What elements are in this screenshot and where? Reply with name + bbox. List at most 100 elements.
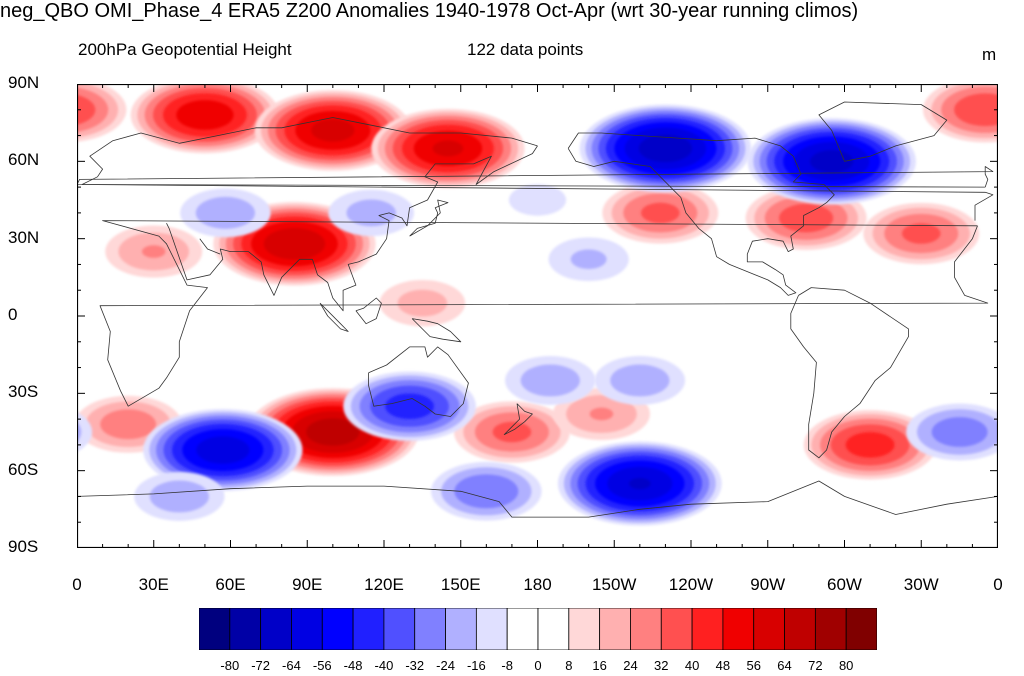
anomaly-contour-22 [931, 417, 988, 447]
colorbar-tick-label: 16 [592, 658, 607, 673]
lat-label: 30N [8, 227, 40, 247]
colorbar-swatch [845, 608, 877, 650]
coastline-12 [790, 287, 909, 459]
lon-label: 180 [523, 575, 552, 594]
colorbar-swatch [753, 608, 785, 650]
colorbar-tick-label: 56 [746, 658, 761, 673]
plot-title: neg_QBO OMI_Phase_4 ERA5 Z200 Anomalies … [0, 0, 859, 22]
anomaly-contour-21 [149, 480, 209, 513]
colorbar-tick-label: -8 [501, 658, 513, 673]
lon-label: 120W [668, 575, 714, 594]
colorbar-swatch [568, 608, 601, 650]
anomaly-contour-10 [845, 432, 895, 458]
anomaly-contour-23 [195, 196, 255, 229]
anomaly-contour-1 [311, 119, 355, 142]
colorbar-swatch [352, 608, 385, 650]
lat-label: 60S [8, 459, 39, 479]
coastline-4 [409, 199, 449, 237]
colorbar-tick-label: -32 [405, 658, 425, 673]
anomaly-contour-8 [492, 421, 532, 443]
colorbar-tick-label: -72 [251, 658, 271, 673]
lon-label: 90W [750, 575, 786, 594]
anomaly-contour-5 [141, 245, 166, 258]
coastline-8 [319, 302, 349, 332]
colorbar-swatch [784, 608, 816, 650]
anomaly-contour-0 [176, 100, 234, 130]
lon-label: 150E [440, 575, 481, 594]
anomaly-contour-22 [77, 412, 93, 452]
lon-label: 150W [592, 575, 637, 594]
coastline-11 [818, 101, 948, 162]
anomaly-contour-26 [570, 249, 607, 270]
anomaly-contour-17 [196, 436, 250, 464]
lon-label: 120E [364, 575, 404, 594]
colorbar-swatch [229, 608, 262, 650]
contour-fill-layer [77, 84, 998, 526]
lat-label: 30S [8, 382, 39, 402]
colorbar-tick-label: 64 [777, 658, 792, 673]
anomaly-contour-3 [77, 94, 96, 125]
lat-label: 90N [8, 73, 40, 92]
lon-label: 60W [827, 575, 862, 594]
colorbar-tick-label: -56 [312, 658, 332, 673]
colorbar-swatch [291, 608, 323, 650]
colorbar-swatch [660, 608, 693, 650]
anomaly-contour-24 [346, 199, 396, 227]
lon-label: 30W [903, 575, 939, 594]
anomaly-contour-16 [809, 150, 854, 173]
colorbar-swatch [630, 608, 662, 650]
lon-label: 90E [292, 575, 323, 594]
tick-marks [77, 84, 998, 548]
anomaly-contour-4 [263, 228, 326, 260]
colorbar-swatch [537, 608, 570, 650]
colorbar-swatch [722, 608, 755, 650]
colorbar-swatch [383, 608, 416, 650]
anomaly-contour-7 [100, 409, 157, 440]
anomaly-contour-20 [454, 474, 519, 509]
colorbar-swatch [691, 608, 724, 650]
anomaly-contour-15 [638, 134, 693, 163]
colorbar-swatch [599, 608, 631, 650]
anomaly-contour-11 [397, 289, 448, 317]
colorbar-tick-label: -40 [374, 658, 394, 673]
coastline-9 [411, 318, 462, 343]
coastline-7 [355, 297, 382, 325]
lon-label: 30E [138, 575, 169, 594]
colorbar-tick-label: -48 [343, 658, 363, 673]
colorbar-tick-label: -80 [220, 658, 240, 673]
colorbar-tick-label: 80 [838, 658, 854, 673]
coastline-2 [166, 145, 538, 312]
coastline-5 [368, 346, 469, 417]
colorbar-tick-label: 32 [654, 658, 669, 673]
coastline-13 [77, 480, 998, 518]
lat-label: 90S [8, 537, 39, 556]
coastline-0 [99, 220, 989, 407]
colorbar-tick-label: 8 [565, 658, 573, 673]
coastline-3 [199, 238, 221, 255]
colorbar-tick-label: 48 [715, 658, 731, 673]
colorbar-swatch [260, 608, 292, 650]
left-subtitle: 200hPa Geopotential Height [78, 40, 292, 59]
colorbar-tick-label: 40 [684, 658, 700, 673]
coastline-6 [503, 403, 533, 435]
anomaly-contour-9 [589, 407, 614, 421]
colorbar-tick-label: -64 [282, 658, 301, 673]
colorbar-swatch [414, 608, 446, 650]
anomaly-contour-25 [508, 184, 567, 216]
coastline-1 [81, 117, 994, 221]
lon-label: 0 [993, 575, 1003, 594]
lat-label: 60N [8, 150, 40, 170]
colorbar-swatch [506, 608, 539, 650]
colorbar-tick-label: -24 [436, 658, 455, 673]
anomaly-contour-28 [610, 364, 670, 397]
colorbar-tick-label: 24 [623, 658, 638, 673]
anomaly-contour-3 [954, 93, 998, 127]
center-subtitle: 122 data points [467, 40, 584, 59]
colorbar-tick-label: 0 [534, 658, 542, 673]
anomaly-contour-6 [306, 418, 360, 446]
colorbar-swatch [321, 608, 354, 650]
anomaly-contour-18 [385, 393, 434, 419]
anomaly-contour-12 [640, 202, 680, 224]
colorbar-tick-label: -16 [466, 658, 486, 673]
lat-label: 0 [8, 305, 18, 324]
